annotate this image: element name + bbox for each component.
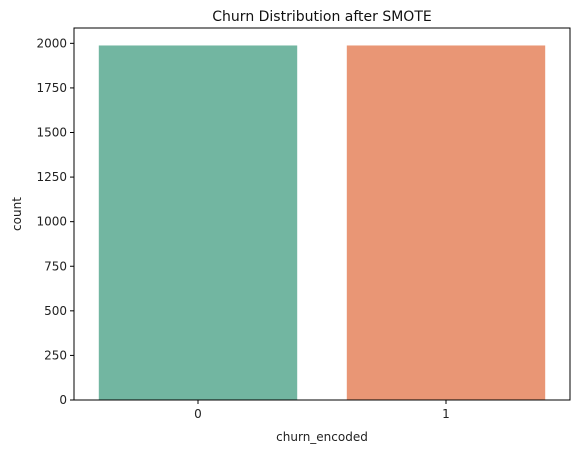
bar-0 bbox=[98, 45, 298, 401]
plot-frame bbox=[73, 27, 571, 401]
y-tick-label: 1500 bbox=[36, 126, 67, 140]
y-tick-label: 0 bbox=[59, 393, 67, 407]
y-tick-label: 250 bbox=[44, 348, 67, 362]
y-tick-label: 500 bbox=[44, 304, 67, 318]
y-tick-label: 1250 bbox=[36, 170, 67, 184]
x-tick-label: 1 bbox=[442, 407, 450, 421]
y-axis-label: count bbox=[10, 197, 24, 231]
bars-group bbox=[98, 45, 546, 401]
y-tick-label: 1750 bbox=[36, 81, 67, 95]
y-axis-ticks: 0 250 500 750 1000 1250 1500 1750 2000 bbox=[36, 36, 74, 407]
bar-1 bbox=[346, 45, 546, 401]
y-tick-label: 750 bbox=[44, 259, 67, 273]
y-tick-label: 2000 bbox=[36, 36, 67, 50]
y-tick-label: 1000 bbox=[36, 215, 67, 229]
x-tick-label: 0 bbox=[194, 407, 202, 421]
x-axis-label: churn_encoded bbox=[276, 430, 368, 444]
chart-title: Churn Distribution after SMOTE bbox=[212, 9, 431, 25]
